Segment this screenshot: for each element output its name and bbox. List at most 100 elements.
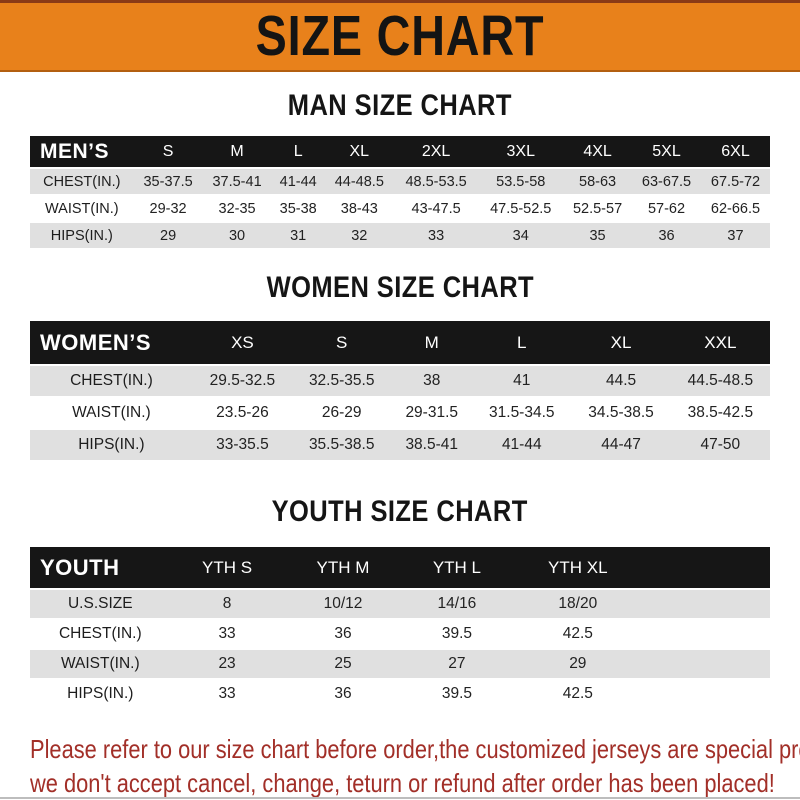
size-value-cell: 53.5-58: [478, 169, 564, 194]
table-row: HIPS(IN.) 33 36 39.5 42.5: [30, 680, 770, 708]
size-value-cell: 33: [170, 620, 284, 648]
size-value-cell: 39.5: [402, 620, 512, 648]
size-value-cell: 29: [511, 650, 645, 678]
size-value-cell: 35-37.5: [133, 169, 203, 194]
size-value-cell: 57-62: [632, 196, 701, 221]
size-value-cell: 36: [632, 223, 701, 248]
size-value-cell: 29-31.5: [391, 398, 473, 428]
size-value-cell: 33: [393, 223, 479, 248]
table-header-row: MEN’S S M L XL 2XL 3XL 4XL 5XL 6XL: [30, 136, 770, 167]
women-section: WOMEN SIZE CHART WOMEN’S XS S M L XL XXL CHEST(…: [0, 271, 800, 462]
empty-header-cell: [644, 547, 770, 588]
column-header: 6XL: [701, 136, 770, 167]
table-row: CHEST(IN.) 29.5-32.5 32.5-35.5 38 41 44.5 44.5…: [30, 366, 770, 396]
table-corner-label: YOUTH: [30, 547, 171, 588]
size-value-cell: 38.5-41: [391, 430, 473, 460]
size-value-cell: 14/16: [402, 590, 512, 618]
men-section-heading-text: MAN SIZE CHART: [287, 89, 513, 122]
column-header: XS: [192, 321, 293, 364]
size-value-cell: 31: [271, 223, 325, 248]
size-value-cell: 58-63: [563, 169, 633, 194]
women-section-heading-text: WOMEN SIZE CHART: [266, 271, 534, 304]
youth-size-table: YOUTH YTH S YTH M YTH L YTH XL U.S.SIZE 8 10/12…: [0, 545, 800, 710]
women-size-table: WOMEN’S XS S M L XL XXL CHEST(IN.) 29.5-32.5 32.5…: [0, 319, 800, 462]
table-header-row: YOUTH YTH S YTH M YTH L YTH XL: [30, 547, 770, 588]
column-header: XXL: [670, 321, 770, 364]
size-value-cell: 35: [563, 223, 633, 248]
table-header-row: WOMEN’S XS S M L XL XXL: [30, 321, 770, 364]
size-value-cell: 35-38: [271, 196, 325, 221]
size-value-cell: 32: [324, 223, 394, 248]
size-value-cell: 34.5-38.5: [571, 398, 671, 428]
column-header: XL: [324, 136, 394, 167]
size-value-cell: 42.5: [511, 620, 645, 648]
size-value-cell: 37.5-41: [202, 169, 272, 194]
size-value-cell: 47-50: [670, 430, 770, 460]
size-value-cell: 33-35.5: [192, 430, 293, 460]
youth-section: YOUTH SIZE CHART YOUTH YTH S YTH M YTH L YTH…: [0, 495, 800, 710]
size-value-cell: 32-35: [202, 196, 272, 221]
table-row: U.S.SIZE 8 10/12 14/16 18/20: [30, 590, 770, 618]
size-value-cell: 67.5-72: [701, 169, 770, 194]
column-header: L: [472, 321, 572, 364]
women-section-heading: WOMEN SIZE CHART: [0, 271, 800, 304]
column-header: XL: [571, 321, 671, 364]
size-value-cell: 25: [283, 650, 403, 678]
table-row: HIPS(IN.) 33-35.5 35.5-38.5 38.5-41 41-44 44-…: [30, 430, 770, 460]
empty-cell: [644, 590, 770, 618]
size-value-cell: 37: [701, 223, 770, 248]
column-header: 2XL: [393, 136, 479, 167]
size-value-cell: 30: [202, 223, 272, 248]
men-section-heading: MAN SIZE CHART: [0, 89, 800, 122]
size-value-cell: 44.5-48.5: [670, 366, 770, 396]
size-value-cell: 44-48.5: [324, 169, 394, 194]
size-value-cell: 10/12: [283, 590, 403, 618]
size-table: WOMEN’S XS S M L XL XXL CHEST(IN.) 29.5-32.5 32.5…: [30, 319, 770, 462]
size-value-cell: 41-44: [271, 169, 325, 194]
size-value-cell: 36: [283, 620, 403, 648]
youth-section-heading: YOUTH SIZE CHART: [0, 495, 800, 528]
size-value-cell: 35.5-38.5: [292, 430, 392, 460]
size-value-cell: 44.5: [571, 366, 671, 396]
row-label: CHEST(IN.): [30, 366, 193, 396]
row-label: CHEST(IN.): [30, 620, 171, 648]
size-value-cell: 36: [283, 680, 403, 708]
size-value-cell: 31.5-34.5: [472, 398, 572, 428]
table-corner-label: WOMEN’S: [30, 321, 193, 364]
size-value-cell: 33: [170, 680, 284, 708]
size-value-cell: 41: [472, 366, 572, 396]
row-label: CHEST(IN.): [30, 169, 134, 194]
column-header: 4XL: [563, 136, 633, 167]
column-header: YTH XL: [511, 547, 645, 588]
table-row: HIPS(IN.) 29 30 31 32 33 34 35 36 37: [30, 223, 770, 248]
table-row: WAIST(IN.) 23 25 27 29: [30, 650, 770, 678]
column-header: S: [133, 136, 203, 167]
row-label: WAIST(IN.): [30, 398, 193, 428]
size-value-cell: 38: [391, 366, 473, 396]
column-header: 3XL: [478, 136, 564, 167]
size-value-cell: 29.5-32.5: [192, 366, 293, 396]
row-label: HIPS(IN.): [30, 223, 134, 248]
column-header: M: [202, 136, 272, 167]
empty-cell: [644, 650, 770, 678]
row-label: U.S.SIZE: [30, 590, 171, 618]
size-value-cell: 18/20: [511, 590, 645, 618]
table-row: WAIST(IN.) 23.5-26 26-29 29-31.5 31.5-34.5 34…: [30, 398, 770, 428]
size-value-cell: 23.5-26: [192, 398, 293, 428]
size-value-cell: 27: [402, 650, 512, 678]
page-title: SIZE CHART: [255, 4, 545, 68]
table-corner-label: MEN’S: [30, 136, 134, 167]
size-value-cell: 8: [170, 590, 284, 618]
size-table: YOUTH YTH S YTH M YTH L YTH XL U.S.SIZE 8 10/12…: [30, 545, 770, 710]
size-value-cell: 52.5-57: [563, 196, 633, 221]
table-row: CHEST(IN.) 35-37.5 37.5-41 41-44 44-48.5 48.5…: [30, 169, 770, 194]
column-header: S: [292, 321, 392, 364]
size-value-cell: 29-32: [133, 196, 203, 221]
empty-cell: [644, 620, 770, 648]
column-header: YTH S: [170, 547, 284, 588]
youth-section-heading-text: YOUTH SIZE CHART: [271, 495, 529, 528]
row-label: WAIST(IN.): [30, 650, 171, 678]
size-value-cell: 47.5-52.5: [478, 196, 564, 221]
row-label: HIPS(IN.): [30, 430, 193, 460]
size-value-cell: 32.5-35.5: [292, 366, 392, 396]
